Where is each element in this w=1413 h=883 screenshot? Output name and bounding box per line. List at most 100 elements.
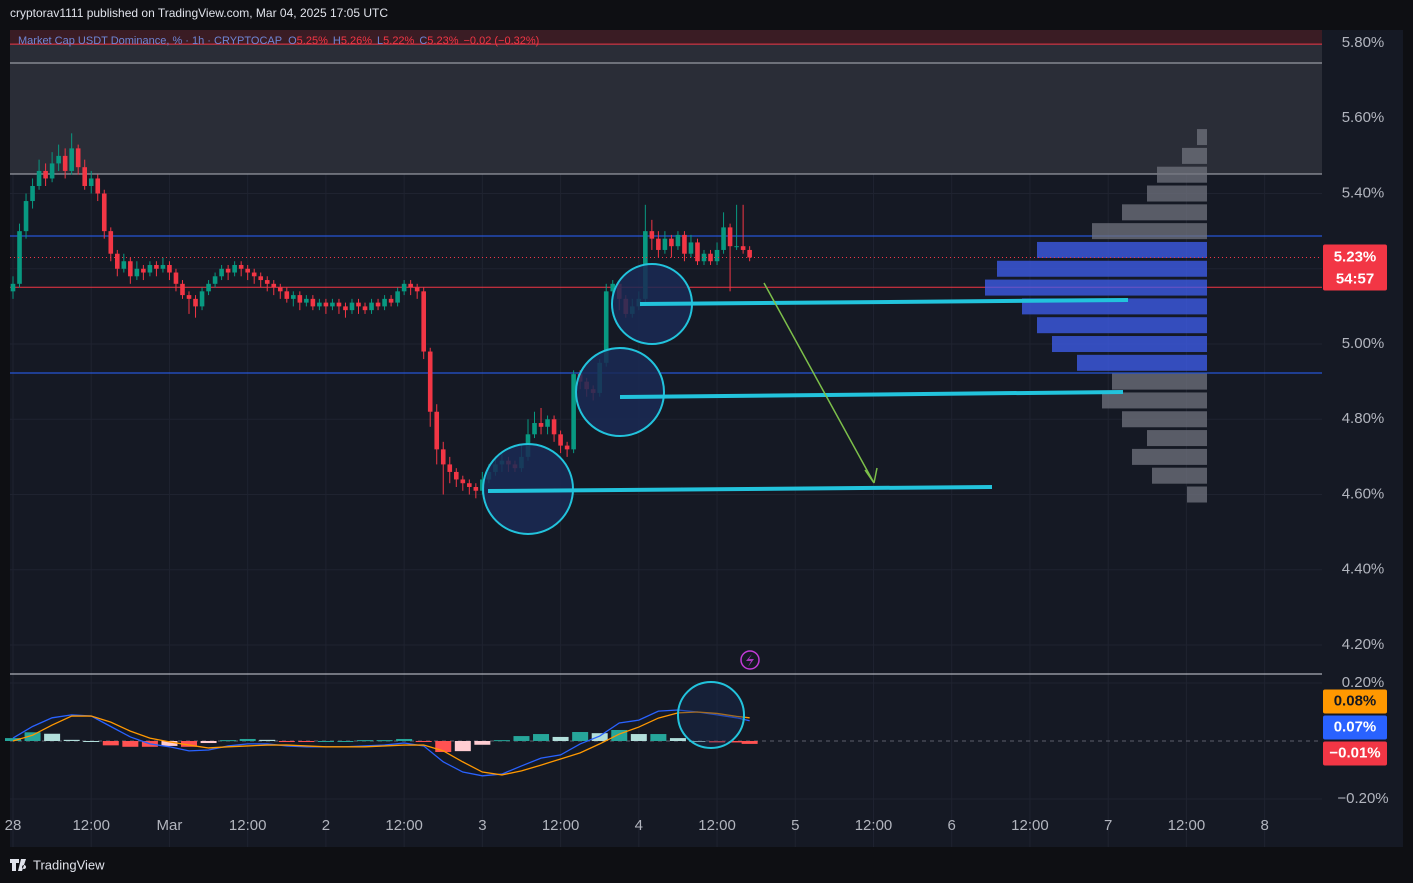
candle-body <box>88 178 94 186</box>
histogram-bar <box>278 741 295 743</box>
volume-profile-bar <box>1152 467 1207 484</box>
candle-body <box>232 265 237 273</box>
candle-body <box>603 291 609 363</box>
histogram-bar <box>24 732 41 742</box>
volume-profile-bar <box>1147 185 1207 202</box>
candle-body <box>199 291 205 307</box>
candle-body <box>369 302 374 311</box>
trend-line <box>639 298 1129 306</box>
candle-body <box>610 283 616 292</box>
candle-body <box>421 291 426 352</box>
legend-key: O <box>288 35 297 47</box>
candle-body <box>95 178 101 194</box>
candle-body <box>251 272 257 277</box>
volume-profile-bar <box>1122 204 1207 221</box>
candle-body <box>408 283 413 288</box>
candle-body <box>297 295 303 303</box>
histogram-bar <box>220 740 237 742</box>
candle-body <box>23 201 29 232</box>
candle-body <box>115 253 120 269</box>
candle-body <box>427 351 433 412</box>
histogram-bar <box>591 733 608 742</box>
candle-body <box>154 265 159 269</box>
candle-body <box>721 227 726 250</box>
candle-body <box>323 302 329 307</box>
candle-body <box>206 283 211 292</box>
candle-body <box>343 306 348 311</box>
x-tick-label: 7 <box>1104 817 1112 834</box>
x-tick-label: 12:00 <box>855 817 893 834</box>
candle-body <box>675 234 681 247</box>
candle-body <box>727 227 733 247</box>
candle-body <box>701 253 707 262</box>
candle-body <box>740 246 746 250</box>
candle-body <box>538 423 544 427</box>
volume-profile-bar <box>1077 354 1207 371</box>
candle-body <box>258 276 264 281</box>
candle-body <box>147 265 153 273</box>
candle-body <box>734 246 739 248</box>
candle-body <box>30 185 35 202</box>
volume-profile-bar <box>1187 486 1207 503</box>
legend-value: 5.23% <box>427 35 458 47</box>
histogram-bar <box>415 741 432 743</box>
candle-body <box>375 302 381 307</box>
candle-body <box>238 265 244 269</box>
x-tick-label: 12:00 <box>229 817 267 834</box>
x-tick-label: 5 <box>791 817 799 834</box>
candle-body <box>682 234 687 254</box>
histogram-bar <box>83 741 100 743</box>
histogram-bar <box>474 741 491 745</box>
histogram-bar <box>337 741 354 743</box>
histogram-bar <box>181 741 198 747</box>
candle-body <box>447 464 453 472</box>
value-tag <box>1323 715 1387 740</box>
zone <box>10 30 1322 45</box>
histogram-bar <box>669 738 686 742</box>
candle-body <box>225 268 231 273</box>
candle-body <box>317 302 322 307</box>
legend-value: 5.22% <box>383 35 414 47</box>
circle <box>677 681 745 749</box>
volume-profile-bar <box>1112 373 1207 390</box>
candle-body <box>284 291 290 299</box>
legend-value: 5.26% <box>341 35 372 47</box>
candle-body <box>43 170 48 179</box>
candle-body <box>128 261 133 277</box>
volume-profile-bar <box>1037 241 1207 258</box>
x-tick-label: 8 <box>1260 817 1268 834</box>
x-tick-label: 12:00 <box>698 817 736 834</box>
candle-body <box>558 434 563 446</box>
histogram-bar <box>630 734 647 742</box>
volume-profile-bar <box>1197 129 1207 146</box>
candle-body <box>310 298 316 307</box>
candle-body <box>193 298 198 307</box>
candle-body <box>662 238 668 250</box>
histogram-bar <box>102 741 119 746</box>
annotations <box>482 263 1129 749</box>
trend-line <box>619 390 1124 399</box>
macd-line <box>12 709 750 777</box>
candle-body <box>173 272 179 284</box>
histogram-bar <box>533 734 550 742</box>
candle-body <box>49 163 55 179</box>
x-tick-label: 28 <box>5 817 22 834</box>
countdown: 54:57 <box>1336 270 1374 287</box>
histogram-bar <box>357 740 374 742</box>
candle-body <box>186 295 192 299</box>
volume-profile-bar <box>997 260 1207 277</box>
candle-body <box>714 249 720 262</box>
histogram-bar <box>650 734 667 742</box>
value-tag <box>1323 741 1387 766</box>
candle-body <box>245 268 250 273</box>
publisher: cryptorav1111 published on TradingView.c… <box>10 6 388 20</box>
candle-body <box>108 231 114 254</box>
histogram-bar <box>4 738 21 742</box>
candle-body <box>695 242 700 262</box>
volume-profile-bar <box>1132 448 1207 465</box>
y-tick-label: 5.40% <box>1342 184 1385 201</box>
x-tick-label: 12:00 <box>385 817 423 834</box>
candle-body <box>271 283 277 288</box>
